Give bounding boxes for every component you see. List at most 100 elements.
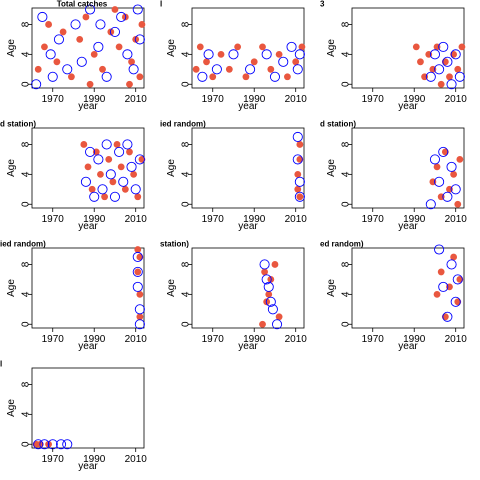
x-tick-label: 1970	[202, 214, 225, 225]
x-tick-label: 1970	[42, 94, 65, 105]
data-point-filled	[121, 185, 129, 193]
data-point-filled	[130, 170, 138, 178]
panel-title: l	[0, 360, 2, 369]
data-point-filled	[456, 156, 464, 163]
data-point-open	[197, 71, 208, 82]
data-point-filled	[454, 298, 462, 306]
y-tick-label: 0	[21, 201, 32, 207]
data-point-filled	[136, 253, 144, 261]
x-tick-label: 2010	[285, 334, 308, 345]
data-point-open	[292, 154, 303, 165]
x-axis-label: year	[398, 101, 418, 112]
data-point-filled	[450, 170, 458, 178]
data-point-filled	[203, 58, 210, 66]
data-point-filled	[298, 43, 306, 51]
x-tick-label: 2010	[125, 334, 148, 345]
data-point-filled	[111, 6, 119, 13]
data-point-filled	[446, 73, 453, 81]
panel-title: ied random)	[160, 120, 206, 129]
data-point-open	[47, 71, 58, 82]
data-point-open	[126, 161, 137, 172]
data-point-open	[450, 49, 461, 60]
data-point-filled	[294, 170, 302, 178]
data-point-open	[101, 139, 112, 150]
x-tick-label: 1970	[202, 94, 225, 105]
data-point-filled	[59, 28, 67, 36]
data-point-open	[294, 191, 305, 202]
plot-frame	[31, 247, 145, 329]
data-point-filled	[296, 193, 304, 201]
data-point-filled	[296, 141, 304, 148]
data-point-filled	[134, 193, 142, 201]
y-axis-label: Age	[6, 399, 17, 417]
data-point-open	[62, 64, 73, 75]
panel-2: 1970 1990 2010 0 4 8 year Age l	[160, 0, 307, 112]
plot-frame	[351, 127, 465, 209]
y-tick-label: 8	[181, 21, 192, 27]
data-point-open	[267, 304, 278, 315]
data-point-open	[109, 26, 121, 37]
y-axis-label: Age	[6, 39, 17, 57]
data-point-filled	[117, 163, 125, 171]
x-axis-label: year	[238, 341, 258, 352]
data-point-open	[128, 64, 139, 75]
data-point-filled	[126, 80, 133, 88]
data-point-open	[425, 199, 436, 210]
data-point-open	[37, 11, 48, 23]
x-tick-label: 2010	[445, 94, 468, 105]
data-point-open	[438, 146, 449, 157]
data-point-filled	[68, 73, 75, 81]
data-point-filled	[76, 36, 84, 43]
x-tick-label: 1970	[362, 214, 385, 225]
data-point-open	[85, 146, 96, 157]
data-point-open	[76, 56, 87, 67]
data-point-open	[271, 319, 283, 330]
data-point-open	[130, 184, 141, 195]
data-point-open	[93, 154, 104, 165]
y-tick-label: 8	[21, 381, 32, 387]
data-point-open	[93, 41, 104, 52]
x-tick-label: 1990	[403, 94, 426, 105]
panel-title: 3	[320, 0, 325, 9]
data-point-filled	[412, 43, 420, 51]
data-point-open	[45, 49, 56, 60]
data-point-filled	[275, 313, 283, 321]
data-point-filled	[267, 65, 275, 73]
data-point-filled	[41, 43, 48, 51]
data-point-open	[118, 176, 129, 187]
data-point-filled	[250, 58, 258, 66]
x-tick-label: 1990	[83, 214, 106, 225]
data-point-filled	[265, 290, 273, 298]
x-tick-label: 2010	[125, 454, 148, 465]
data-point-filled	[136, 290, 144, 298]
data-point-open	[429, 49, 441, 60]
y-tick-label: 0	[21, 441, 32, 447]
data-point-open	[434, 64, 445, 75]
data-point-open	[259, 259, 270, 270]
data-point-filled	[113, 141, 121, 148]
panel-title: d station)	[320, 120, 356, 129]
panel-3: 1970 1990 2010 0 4 8 year Age 3	[320, 0, 467, 112]
data-point-filled	[126, 148, 133, 156]
data-point-open	[134, 304, 145, 315]
data-point-filled	[275, 50, 283, 58]
x-tick-label: 1990	[243, 214, 266, 225]
x-axis-label: year	[78, 101, 98, 112]
plot-frame	[31, 127, 145, 209]
panel-title: l	[160, 0, 162, 9]
data-point-open	[452, 274, 463, 285]
x-tick-label: 1970	[42, 454, 65, 465]
x-tick-label: 1990	[243, 94, 266, 105]
data-point-filled	[296, 156, 304, 163]
panel-5: 1970 1990 2010 0 4 8 year Age ied random)	[160, 120, 307, 233]
data-point-filled	[101, 193, 108, 201]
data-point-open	[134, 34, 145, 45]
x-axis-label: year	[238, 101, 258, 112]
y-axis-label: Age	[166, 279, 177, 297]
data-point-open	[438, 41, 449, 52]
x-tick-label: 2010	[445, 334, 468, 345]
data-point-filled	[217, 50, 225, 58]
data-point-open	[454, 71, 465, 82]
data-point-filled	[234, 43, 242, 51]
